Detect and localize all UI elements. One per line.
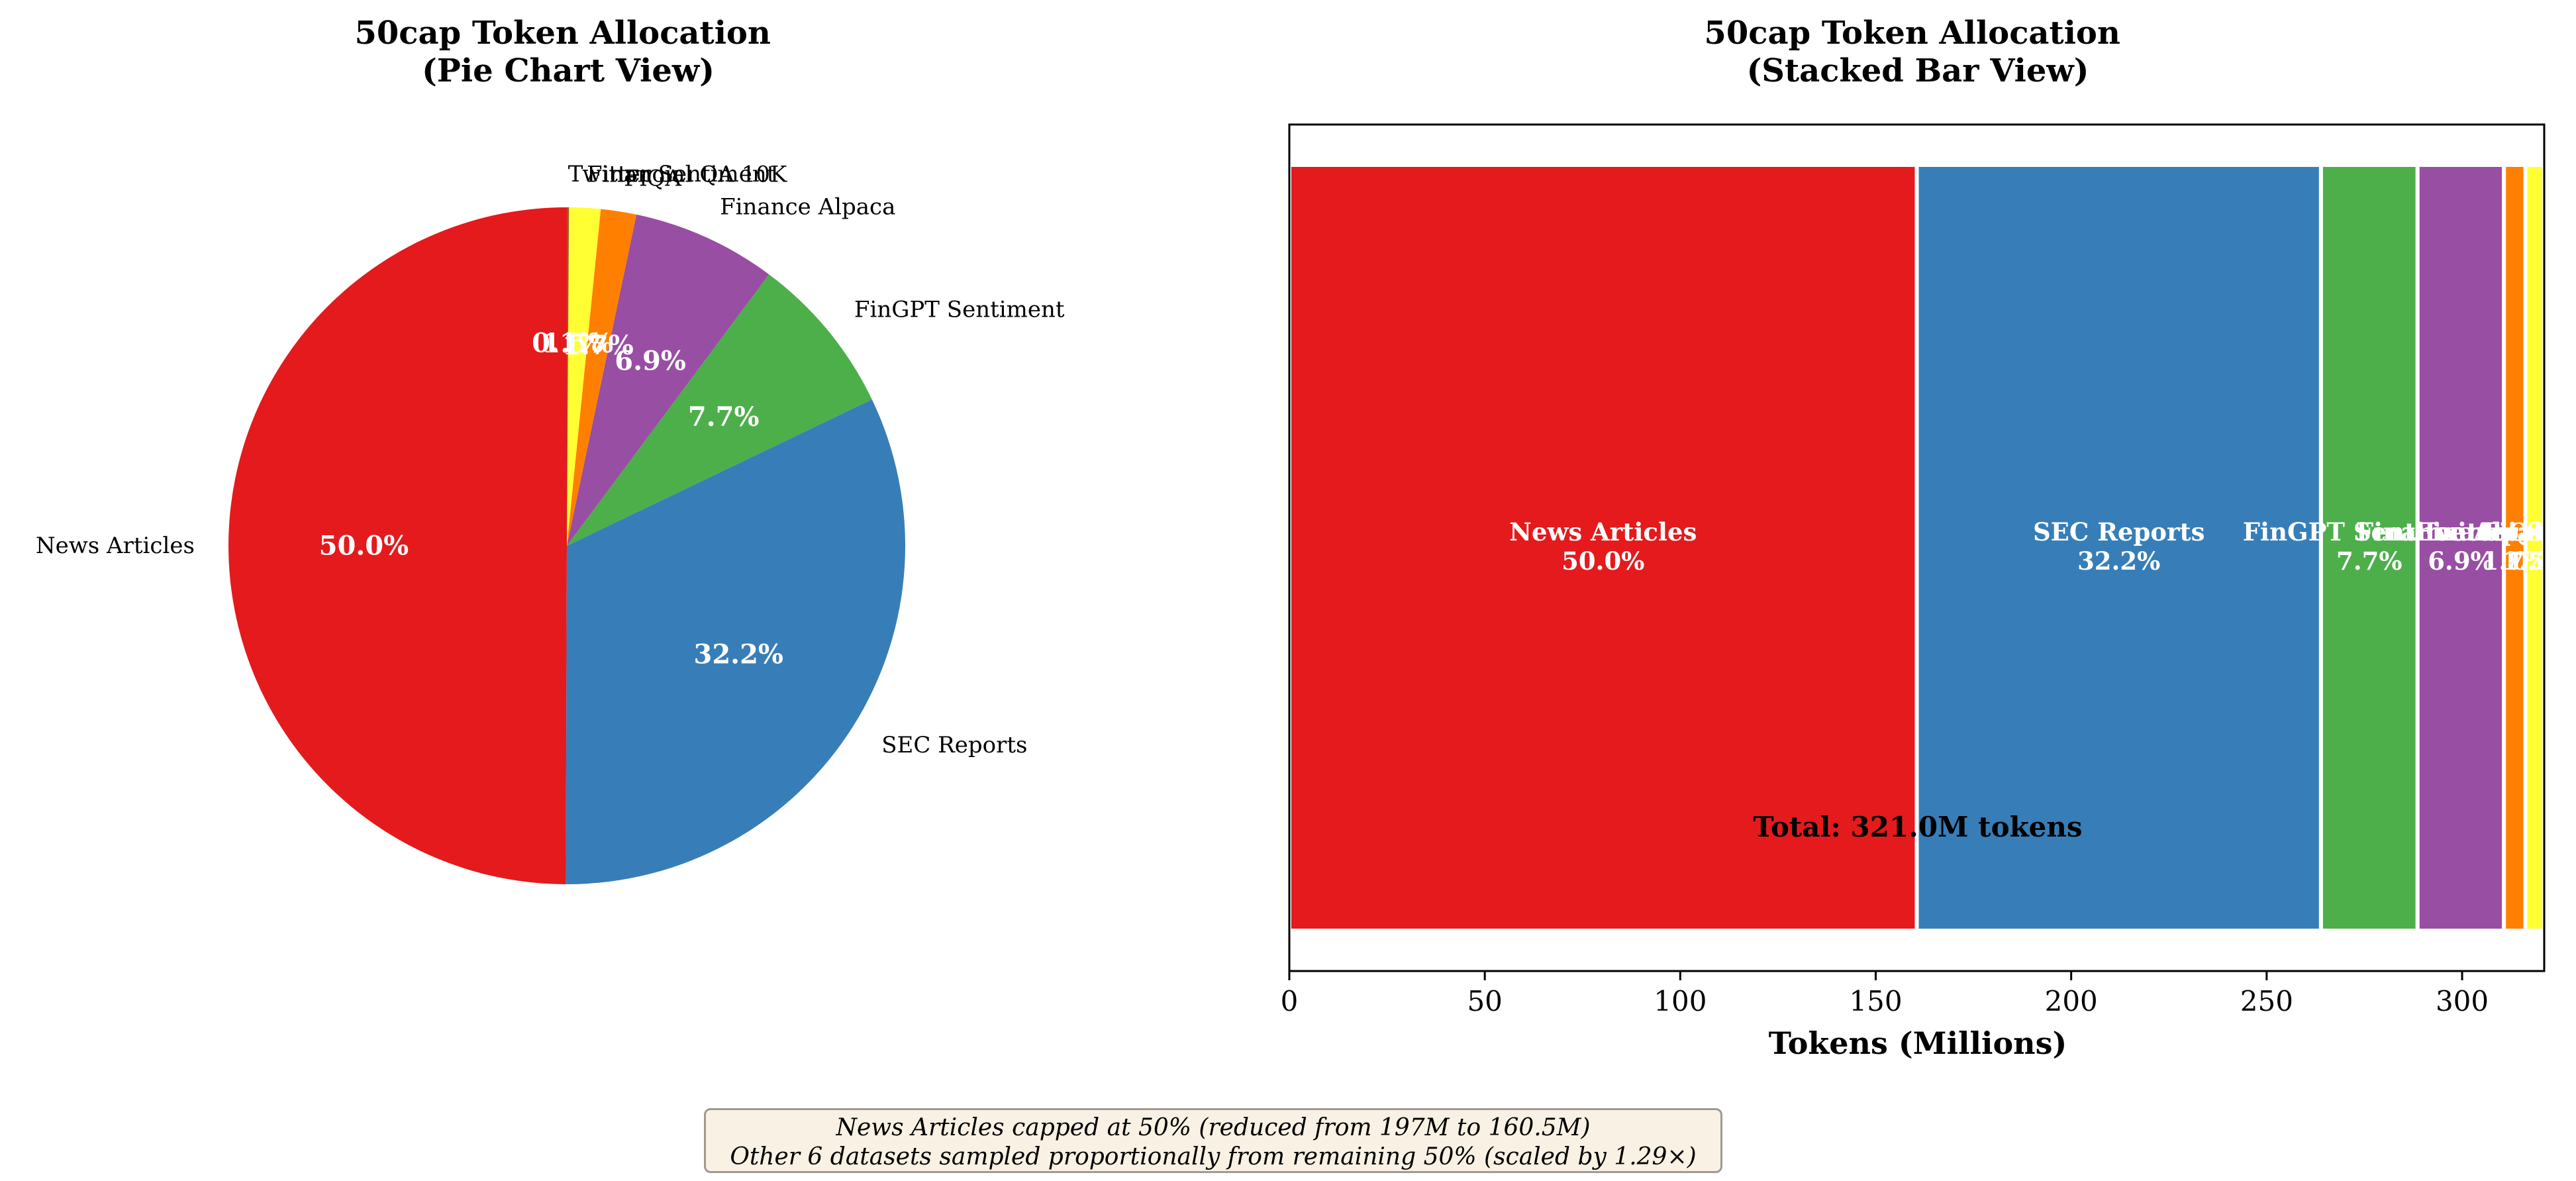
note-box: News Articles capped at 50% (reduced fro… (704, 1108, 1722, 1173)
x-tick-label: 0 (1281, 985, 1299, 1017)
pie-label-finance-alpaca: Finance Alpaca (720, 194, 895, 221)
x-tick-label: 150 (1849, 985, 1902, 1017)
pie-label-news-articles: News Articles (36, 533, 195, 559)
pie-pct-twitter-sentiment: 0.1% (532, 327, 603, 358)
bar-label-finance-alpaca: Finance Alpaca 6.9% (2356, 517, 2565, 576)
pie-slice-sec-reports (566, 399, 905, 884)
pie-pct-fingpt-sentiment: 7.7% (688, 401, 760, 433)
x-tick-label: 300 (2436, 985, 2489, 1017)
pie-chart-title: 50cap Token Allocation (Pie Chart View) (354, 15, 781, 89)
plot-frame (1288, 123, 2546, 972)
bar-label-news-articles: News Articles 50.0% (1509, 517, 1697, 576)
pie-slice-news-articles (228, 207, 567, 884)
pie-slices (228, 207, 905, 884)
pie-slice-twitter-sentiment (567, 207, 570, 546)
note-line-1: News Articles capped at 50% (reduced fro… (836, 1114, 1591, 1141)
bar-segment-news-articles (1287, 163, 1919, 933)
pie-label-financial-qa-10k: Financial QA 10K (587, 162, 787, 188)
pie-chart: 50cap Token Allocation (Pie Chart View) … (36, 15, 1065, 884)
pie-pct-financial-qa-10k: 1.5% (542, 328, 614, 359)
pie-label-sec-reports: SEC Reports (881, 732, 1027, 758)
bar-segments (1287, 163, 2548, 933)
pie-slice-finance-alpaca (567, 214, 769, 546)
pie-slice-fiqa (567, 209, 637, 546)
pie-slice-financial-qa-10k (567, 207, 601, 546)
x-axis: 0 50 100 150 200 250 300 (1281, 971, 2489, 1017)
bar-segment-financial-qa-10k (2523, 163, 2547, 933)
pie-label-fiqa: FiQA (624, 166, 681, 192)
bar-segment-fiqa (2502, 163, 2528, 933)
bar-segment-finance-alpaca (2415, 163, 2506, 933)
pie-pct-fiqa: 1.7% (562, 330, 634, 361)
bar-segment-sec-reports (1914, 163, 2323, 933)
bar-chart-title: 50cap Token Allocation (Stacked Bar View… (1704, 15, 2131, 89)
x-tick-label: 100 (1654, 985, 1707, 1017)
x-tick-label: 250 (2240, 985, 2293, 1017)
total-annotation: Total: 321.0M tokens (1753, 811, 2082, 843)
bar-label-fingpt-sentiment: FinGPT Sentiment 7.7% (2243, 517, 2496, 576)
x-axis-label: Tokens (Millions) (1769, 1025, 2067, 1061)
pie-label-twitter-sentiment: Twitter Sentiment (568, 161, 776, 187)
pie-pct-sec-reports: 32.2% (694, 639, 783, 670)
stacked-bar-chart: 50cap Token Allocation (Stacked Bar View… (1281, 15, 2576, 1061)
pie-pct-news-articles: 50.0% (319, 531, 409, 562)
pie-labels: 50.0% News Articles 32.2% SEC Reports 7.7% Fi… (36, 161, 1065, 758)
bar-label-sec-reports: SEC Reports 32.2% (2033, 517, 2205, 576)
bar-label-fiqa: FiQA 1.7% (2481, 517, 2550, 576)
pie-label-fingpt-sentiment: FinGPT Sentiment (854, 297, 1065, 323)
pie-pct-finance-alpaca: 6.9% (615, 346, 686, 377)
pie-slice-fingpt-sentiment (567, 274, 872, 546)
bar-label-financial-qa-10k: Financial QA 10K1.5% (2414, 517, 2576, 576)
x-tick-label: 200 (2045, 985, 2098, 1017)
note-line-2: Other 6 datasets sampled proportionally … (730, 1143, 1697, 1170)
x-tick-label: 50 (1467, 985, 1502, 1017)
